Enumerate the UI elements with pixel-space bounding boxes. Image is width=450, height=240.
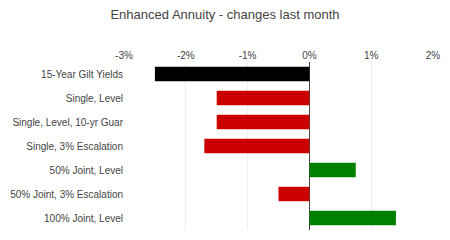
svg-text:50% Joint, 3% Escalation: 50% Joint, 3% Escalation — [10, 189, 123, 200]
svg-text:1%: 1% — [364, 50, 379, 61]
svg-text:15-Year Gilt Yields: 15-Year Gilt Yields — [41, 69, 123, 80]
svg-text:-3%: -3% — [115, 50, 133, 61]
svg-text:Enhanced Annuity - changes las: Enhanced Annuity - changes last month — [110, 7, 339, 22]
svg-text:-1%: -1% — [239, 50, 257, 61]
svg-text:0%: 0% — [302, 50, 317, 61]
svg-text:Single, Level: Single, Level — [66, 93, 123, 104]
svg-text:Single, 3% Escalation: Single, 3% Escalation — [26, 141, 123, 152]
svg-text:2%: 2% — [426, 50, 441, 61]
svg-text:100% Joint, Level: 100% Joint, Level — [44, 213, 123, 224]
svg-text:Single, Level, 10-yr Guar: Single, Level, 10-yr Guar — [12, 117, 123, 128]
svg-text:50% Joint, Level: 50% Joint, Level — [50, 165, 123, 176]
svg-text:-2%: -2% — [177, 50, 195, 61]
